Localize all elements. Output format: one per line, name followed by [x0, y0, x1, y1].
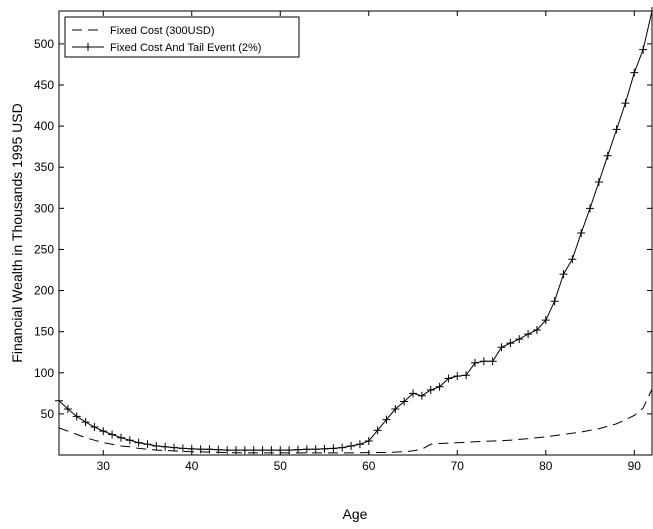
- data-point-marker: [515, 335, 524, 344]
- data-point-marker: [293, 445, 302, 454]
- x-tick-label: 70: [451, 459, 465, 473]
- legend-label-fixed-cost: Fixed Cost (300USD): [110, 25, 215, 37]
- data-point-marker: [223, 446, 232, 455]
- data-point-marker: [55, 396, 63, 405]
- data-point-marker: [550, 297, 559, 306]
- data-point-marker: [603, 151, 612, 160]
- data-point-marker: [187, 444, 196, 453]
- data-point-marker: [90, 423, 99, 432]
- data-point-marker: [258, 446, 267, 455]
- data-point-marker: [417, 391, 426, 400]
- y-axis-title: Financial Wealth in Thousands 1995 USD: [9, 103, 25, 362]
- data-point-marker: [373, 426, 382, 435]
- y-tick-label: 300: [34, 201, 54, 215]
- x-axis-title: Age: [343, 506, 368, 522]
- data-point-marker: [116, 433, 125, 442]
- data-point-marker: [382, 415, 391, 424]
- y-tick-label: 50: [41, 407, 55, 421]
- x-tick-label: 50: [274, 459, 288, 473]
- data-point-marker: [488, 357, 497, 366]
- data-point-marker: [435, 382, 444, 391]
- data-point-marker: [577, 229, 586, 237]
- data-point-marker: [453, 372, 462, 381]
- data-point-marker: [178, 444, 187, 453]
- data-point-marker: [630, 68, 639, 77]
- data-point-marker: [302, 445, 311, 454]
- data-point-marker: [81, 418, 90, 427]
- data-point-marker: [612, 125, 621, 134]
- data-point-marker: [364, 437, 373, 446]
- data-point-marker: [196, 445, 205, 454]
- data-point-marker: [400, 397, 409, 406]
- data-point-marker: [347, 441, 356, 450]
- x-tick-label: 80: [539, 459, 553, 473]
- y-tick-label: 450: [34, 78, 54, 92]
- data-point-marker: [267, 446, 276, 455]
- data-point-marker: [559, 270, 568, 279]
- x-axis-ticks: 30 40 50 60 70 80 90: [97, 11, 642, 473]
- data-point-marker: [329, 444, 338, 453]
- data-point-marker: [648, 7, 653, 15]
- y-tick-label: 250: [34, 242, 54, 256]
- data-point-marker: [462, 371, 471, 380]
- data-point-marker: [125, 436, 134, 445]
- data-point-marker: [134, 438, 143, 447]
- y-tick-label: 100: [34, 366, 54, 380]
- x-tick-label: 40: [185, 459, 199, 473]
- y-tick-label: 150: [34, 325, 54, 339]
- data-point-marker: [285, 446, 294, 455]
- data-point-marker: [409, 389, 418, 398]
- data-point-marker: [355, 440, 364, 449]
- series-layer: [55, 7, 653, 455]
- x-tick-label: 90: [628, 459, 642, 473]
- x-tick-label: 30: [97, 459, 111, 473]
- data-point-marker: [63, 404, 72, 413]
- data-point-marker: [99, 427, 108, 436]
- data-point-marker: [320, 444, 329, 453]
- data-point-marker: [161, 442, 170, 451]
- data-point-marker: [205, 445, 214, 454]
- legend-box: [64, 16, 300, 58]
- data-point-marker: [276, 446, 285, 455]
- data-point-marker: [479, 357, 488, 366]
- y-tick-label: 200: [34, 284, 54, 298]
- data-point-marker: [391, 404, 400, 413]
- data-point-marker: [249, 446, 258, 455]
- data-point-marker: [240, 446, 249, 455]
- data-point-marker: [639, 45, 648, 54]
- data-point-marker: [532, 326, 541, 335]
- data-point-marker: [170, 443, 179, 452]
- y-tick-label: 400: [34, 119, 54, 133]
- y-tick-label: 500: [34, 37, 54, 51]
- data-point-marker: [586, 204, 595, 213]
- data-point-marker: [621, 99, 630, 108]
- data-point-marker: [541, 316, 550, 325]
- y-tick-label: 350: [34, 160, 54, 174]
- data-point-marker: [426, 386, 435, 395]
- series-line-0: [58, 388, 653, 454]
- data-point-marker: [311, 445, 320, 454]
- plot-area: [58, 10, 653, 456]
- legend: Fixed Cost (300USD) Fixed Cost And Tail …: [64, 16, 300, 58]
- data-point-marker: [72, 412, 81, 421]
- legend-label-tail-event: Fixed Cost And Tail Event (2%): [110, 42, 261, 54]
- data-point-marker: [338, 443, 347, 452]
- data-point-marker: [594, 178, 603, 187]
- legend-marker-tail-event: [84, 43, 92, 51]
- data-point-marker: [232, 446, 241, 455]
- data-point-marker: [506, 339, 515, 348]
- data-point-marker: [568, 255, 577, 264]
- x-tick-label: 60: [362, 459, 376, 473]
- data-point-marker: [108, 430, 117, 439]
- data-point-marker: [214, 445, 223, 454]
- data-point-marker: [152, 441, 161, 450]
- data-point-marker: [143, 440, 152, 449]
- data-point-marker: [444, 374, 453, 383]
- data-point-marker: [524, 330, 533, 339]
- data-point-marker: [497, 343, 506, 352]
- data-point-marker: [470, 358, 479, 367]
- y-axis-ticks: 50 100 150 200 250 300 350 400 450 500: [34, 37, 652, 421]
